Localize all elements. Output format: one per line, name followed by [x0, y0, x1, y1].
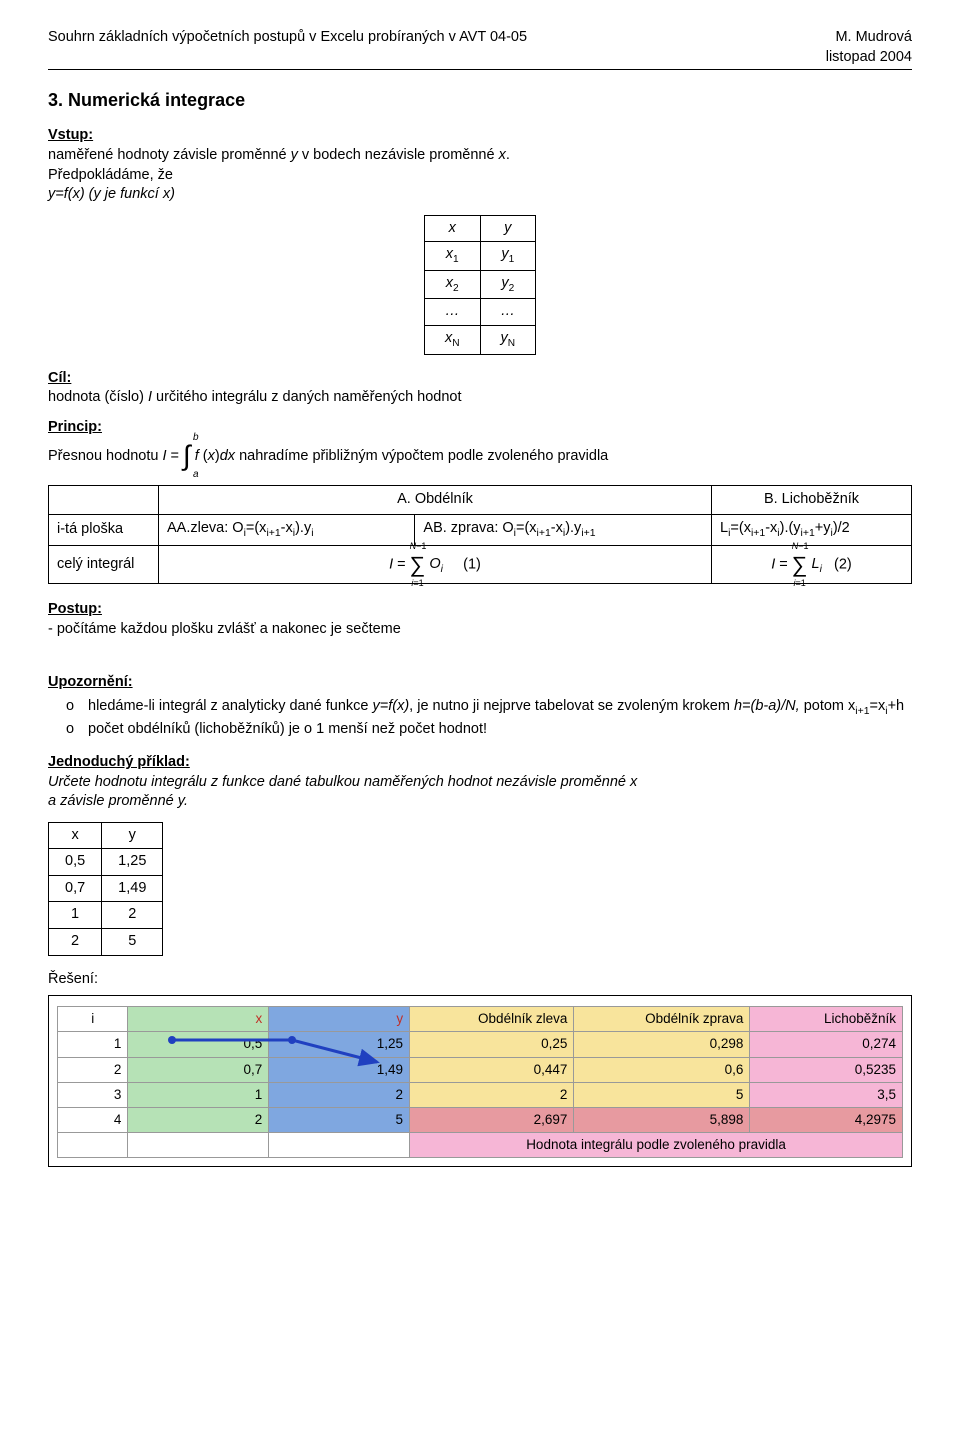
vstup-block: Vstup: naměřené hodnoty závisle proměnné…	[48, 126, 912, 204]
sh-r3c1: 2	[128, 1108, 269, 1133]
upoz-item1: o hledáme-li integrál z analyticky dané …	[66, 697, 912, 719]
vstup-line2b: y=f(x) (y je funkcí x)	[48, 186, 175, 202]
xy-x1: x1	[424, 242, 480, 271]
sh-r3c5: 4,2975	[750, 1108, 903, 1133]
header-rule	[48, 69, 912, 70]
postup-item: - počítáme každou plošku zvlášť a nakone…	[48, 621, 401, 637]
sh-r1c3: 0,447	[410, 1057, 574, 1082]
ex-hy: y	[102, 822, 163, 849]
section-title: 3. Numerická integrace	[48, 88, 912, 112]
reseni-label: Řešení:	[48, 970, 912, 990]
xy-y1: y1	[480, 242, 536, 271]
vstup-label: Vstup:	[48, 127, 93, 143]
postup-block: Postup: - počítáme každou plošku zvlášť …	[48, 600, 912, 639]
sh-r2c0: 3	[58, 1082, 128, 1107]
vstup-line2a: Předpokládáme, že	[48, 167, 173, 183]
sh-r1c2: 1,49	[269, 1057, 410, 1082]
mt-row2-lbl: celý integrál	[49, 545, 159, 584]
sh-r2c4: 5	[574, 1082, 750, 1107]
xy-dots2: …	[480, 299, 536, 326]
ex-r3c0: 2	[49, 929, 102, 956]
xy-hx: x	[424, 215, 480, 242]
upoz-label: Upozornění:	[48, 674, 133, 690]
xy-hy: y	[480, 215, 536, 242]
sh-r0c0: 1	[58, 1032, 128, 1057]
sheet-table: i x y Obdélník zleva Obdélník zprava Lic…	[57, 1006, 903, 1158]
sh-r0c5: 0,274	[750, 1032, 903, 1057]
cil-label: Cíl:	[48, 370, 71, 386]
sh-r0c4: 0,298	[574, 1032, 750, 1057]
mt-ab: AB. zprava: Oi=(xi+1-xi).yi+1	[415, 514, 712, 545]
mt-aa: AA.zleva: Oi=(xi+1-xi).yi	[159, 514, 415, 545]
sh-r3c3: 2,697	[410, 1108, 574, 1133]
xy-yn: yN	[480, 325, 536, 354]
sh-r1c1: 0,7	[128, 1057, 269, 1082]
sh-foot-blank1	[128, 1133, 269, 1158]
sh-h2: y	[269, 1007, 410, 1032]
example-table: xy 0,51,25 0,71,49 12 25	[48, 822, 163, 956]
mt-a-hdr: A. Obdélník	[159, 486, 712, 515]
postup-label: Postup:	[48, 601, 102, 617]
sh-foot-caption: Hodnota integrálu podle zvoleného pravid…	[410, 1133, 903, 1158]
sh-r0c2: 1,25	[269, 1032, 410, 1057]
sh-r1c5: 0,5235	[750, 1057, 903, 1082]
ex-r2c0: 1	[49, 902, 102, 929]
methods-table: A. Obdélník B. Lichoběžník i-tá ploška A…	[48, 485, 912, 584]
mt-b-hdr: B. Lichoběžník	[712, 486, 912, 515]
xy-xn: xN	[424, 325, 480, 354]
header-author: M. Mudrová	[835, 29, 912, 45]
xy-y2: y2	[480, 270, 536, 299]
vstup-line1: naměřené hodnoty závisle proměnné y v bo…	[48, 147, 510, 163]
xy-table: xy x1 y1 x2 y2 … … xN yN	[424, 215, 536, 355]
priklad-block: Jednoduchý příklad: Určete hodnotu integ…	[48, 753, 912, 812]
sh-r1c0: 2	[58, 1057, 128, 1082]
ex-r1c1: 1,49	[102, 875, 163, 902]
priklad-label: Jednoduchý příklad:	[48, 754, 190, 770]
ex-r2c1: 2	[102, 902, 163, 929]
sh-r3c0: 4	[58, 1108, 128, 1133]
sh-r0c1: 0,5	[128, 1032, 269, 1057]
page-header: Souhrn základních výpočetních postupů v …	[48, 28, 912, 67]
ex-r0c0: 0,5	[49, 849, 102, 876]
cil-text: hodnota (číslo) I určitého integrálu z d…	[48, 389, 462, 405]
sh-r2c5: 3,5	[750, 1082, 903, 1107]
mt-eq1: I = ∑N−1i=1 Oi (1)	[159, 545, 712, 584]
priklad-text: Určete hodnotu integrálu z funkce dané t…	[48, 774, 637, 810]
xy-x2: x2	[424, 270, 480, 299]
upoz-item2: o počet obdélníků (lichoběžníků) je o 1 …	[66, 720, 912, 740]
ex-r3c1: 5	[102, 929, 163, 956]
cil-block: Cíl: hodnota (číslo) I určitého integrál…	[48, 369, 912, 408]
mt-row1-lbl: i-tá ploška	[49, 514, 159, 545]
ex-r1c0: 0,7	[49, 875, 102, 902]
sh-foot-blank2	[269, 1133, 410, 1158]
sh-h4: Obdélník zprava	[574, 1007, 750, 1032]
sh-r2c2: 2	[269, 1082, 410, 1107]
princip-text: Přesnou hodnotu I = ∫ba f (x)dx nahradím…	[48, 448, 608, 464]
sh-foot-blank0	[58, 1133, 128, 1158]
upozorneni-block: Upozornění: o hledáme-li integrál z anal…	[48, 673, 912, 739]
sh-h5: Lichoběžník	[750, 1007, 903, 1032]
sheet-outer: i x y Obdélník zleva Obdélník zprava Lic…	[48, 995, 912, 1167]
sh-r0c3: 0,25	[410, 1032, 574, 1057]
ex-hx: x	[49, 822, 102, 849]
ex-r0c1: 1,25	[102, 849, 163, 876]
sh-r2c1: 1	[128, 1082, 269, 1107]
mt-blank	[49, 486, 159, 515]
sh-r3c2: 5	[269, 1108, 410, 1133]
header-right: M. Mudrová listopad 2004	[826, 28, 912, 67]
sh-h0: i	[58, 1007, 128, 1032]
sh-h1: x	[128, 1007, 269, 1032]
sh-r3c4: 5,898	[574, 1108, 750, 1133]
mt-eq2: I = ∑N−1i=1 Li (2)	[712, 545, 912, 584]
sh-h3: Obdélník zleva	[410, 1007, 574, 1032]
princip-block: Princip: Přesnou hodnotu I = ∫ba f (x)dx…	[48, 418, 912, 475]
mt-bb: Li=(xi+1-xi).(yi+1+yi)/2	[712, 514, 912, 545]
sh-r1c4: 0,6	[574, 1057, 750, 1082]
header-title: Souhrn základních výpočetních postupů v …	[48, 28, 826, 48]
xy-dots1: …	[424, 299, 480, 326]
header-date: listopad 2004	[826, 49, 912, 65]
sh-r2c3: 2	[410, 1082, 574, 1107]
princip-label: Princip:	[48, 419, 102, 435]
